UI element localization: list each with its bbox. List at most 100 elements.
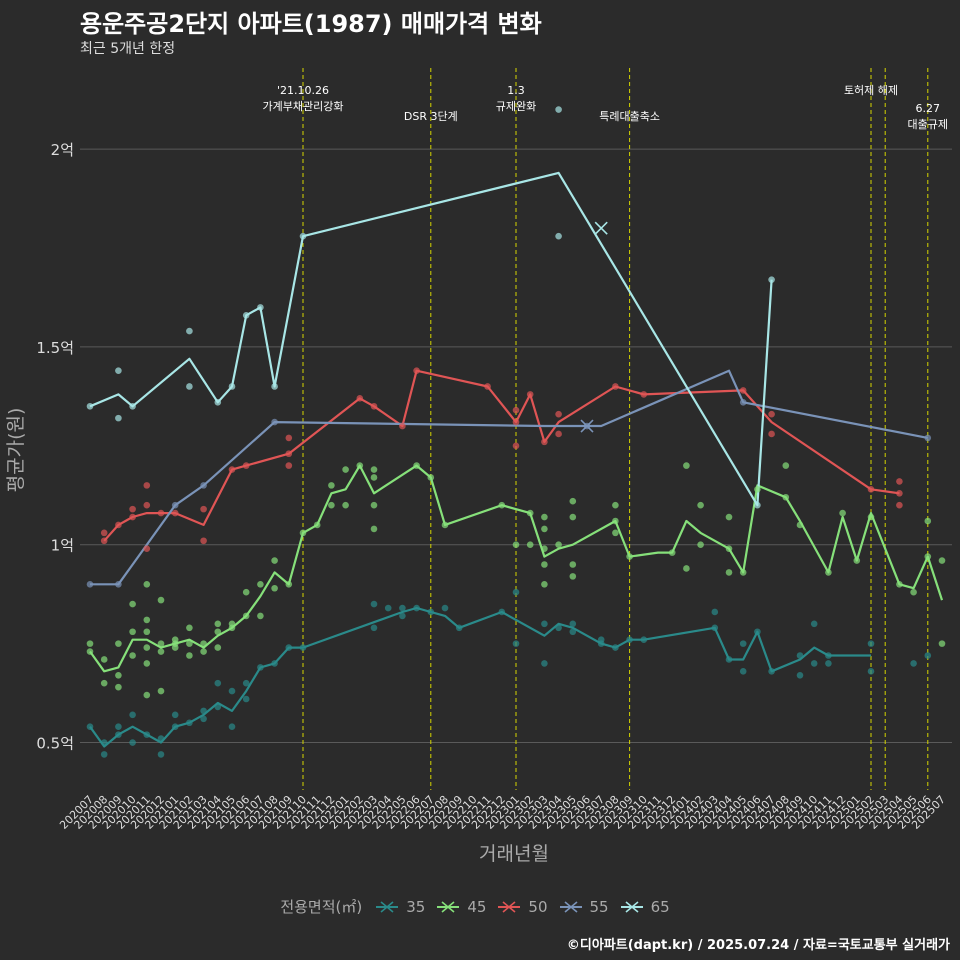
data-point-35 — [399, 604, 406, 612]
data-point-45 — [143, 580, 151, 588]
data-point-45 — [612, 517, 619, 525]
data-point-45 — [257, 612, 264, 620]
data-point-45 — [214, 628, 222, 636]
legend-label: 65 — [650, 897, 670, 916]
data-point-50 — [129, 513, 136, 521]
data-point-65 — [555, 106, 562, 113]
data-point-45 — [541, 545, 548, 552]
data-point-45 — [157, 596, 165, 604]
data-point-35 — [271, 660, 278, 667]
data-point-45 — [725, 513, 733, 521]
data-point-45 — [129, 652, 136, 659]
data-point-45 — [299, 529, 307, 537]
data-point-50 — [171, 509, 179, 517]
data-point-35 — [100, 751, 108, 758]
data-point-45 — [569, 573, 577, 580]
event-label: 1.3 — [507, 84, 525, 97]
data-point-35 — [171, 723, 179, 731]
y-axis-label: 평균가(원) — [5, 408, 27, 493]
data-point-35 — [626, 636, 633, 643]
y-tick-label: 1억 — [51, 537, 74, 555]
data-point-35 — [200, 715, 207, 723]
data-point-45 — [896, 580, 903, 588]
data-point-35 — [512, 588, 520, 596]
data-point-45 — [86, 648, 94, 655]
legend-key-icon — [498, 900, 521, 913]
legend-label: 50 — [528, 897, 548, 916]
legend-item-65: 65 — [619, 898, 670, 916]
data-point-55 — [171, 501, 179, 509]
data-point-45 — [697, 501, 704, 509]
data-point-35 — [739, 640, 747, 647]
y-tick-label: 2억 — [51, 141, 74, 159]
data-point-35 — [541, 620, 548, 628]
data-point-50 — [640, 391, 648, 398]
data-point-45 — [541, 561, 548, 568]
data-point-50 — [143, 501, 151, 509]
y-tick-label: 0.5억 — [36, 735, 74, 753]
data-point-35 — [157, 735, 165, 742]
series-line-55 — [90, 369, 929, 586]
data-point-35 — [171, 711, 179, 719]
cross-marker-65 — [594, 221, 608, 235]
data-point-45 — [328, 501, 335, 509]
data-point-55 — [200, 482, 207, 489]
data-point-45 — [725, 569, 733, 576]
data-point-55 — [86, 580, 94, 588]
data-point-45 — [115, 640, 122, 647]
y-tick-label: 1.5억 — [36, 339, 74, 357]
source-caption: ©디아파트(dapt.kr) / 2025.07.24 / 자료=국토교통부 실… — [566, 938, 950, 953]
data-point-35 — [711, 608, 719, 616]
legend-title: 전용면적(㎡) — [280, 898, 363, 916]
data-point-50 — [896, 478, 903, 485]
data-point-50 — [143, 482, 151, 489]
legend-key-icon — [437, 900, 460, 913]
data-point-45 — [725, 545, 733, 552]
data-point-45 — [157, 687, 165, 695]
event-label: 토허제 해제 — [844, 83, 898, 97]
data-point-35 — [413, 604, 420, 612]
data-point-50 — [555, 430, 562, 438]
data-point-45 — [569, 561, 577, 568]
event-label: DSR 3단계 — [404, 110, 458, 123]
data-point-35 — [100, 739, 108, 746]
data-point-65 — [228, 383, 236, 390]
data-point-35 — [299, 644, 307, 651]
data-point-50 — [157, 509, 165, 517]
data-point-50 — [768, 410, 775, 418]
data-point-50 — [129, 505, 136, 513]
data-point-50 — [739, 387, 747, 394]
data-point-65 — [242, 311, 250, 319]
data-point-45 — [413, 462, 420, 469]
data-point-35 — [214, 703, 222, 711]
data-point-45 — [498, 501, 506, 509]
data-point-50 — [526, 391, 534, 398]
data-point-45 — [143, 691, 151, 699]
series-line-45 — [89, 464, 944, 673]
data-point-35 — [512, 640, 520, 647]
data-point-45 — [938, 640, 946, 647]
data-point-45 — [157, 648, 165, 655]
data-point-35 — [129, 739, 136, 746]
data-point-65 — [115, 414, 122, 422]
data-point-35 — [640, 636, 648, 643]
data-point-65 — [768, 276, 775, 283]
data-point-45 — [200, 648, 207, 655]
data-point-50 — [512, 442, 520, 450]
data-point-45 — [796, 521, 804, 529]
data-point-45 — [285, 580, 293, 588]
data-point-35 — [285, 644, 293, 651]
data-point-50 — [896, 501, 903, 509]
data-point-45 — [242, 612, 250, 620]
legend-key-icon — [376, 900, 399, 913]
data-point-45 — [910, 588, 917, 596]
event-label: 규제완화 — [496, 100, 536, 113]
data-point-35 — [555, 624, 562, 632]
data-point-45 — [427, 474, 435, 481]
data-point-45 — [697, 541, 704, 549]
data-point-50 — [285, 450, 293, 458]
legend-item-55: 55 — [558, 898, 609, 916]
data-point-35 — [370, 624, 378, 632]
data-point-45 — [100, 679, 108, 687]
